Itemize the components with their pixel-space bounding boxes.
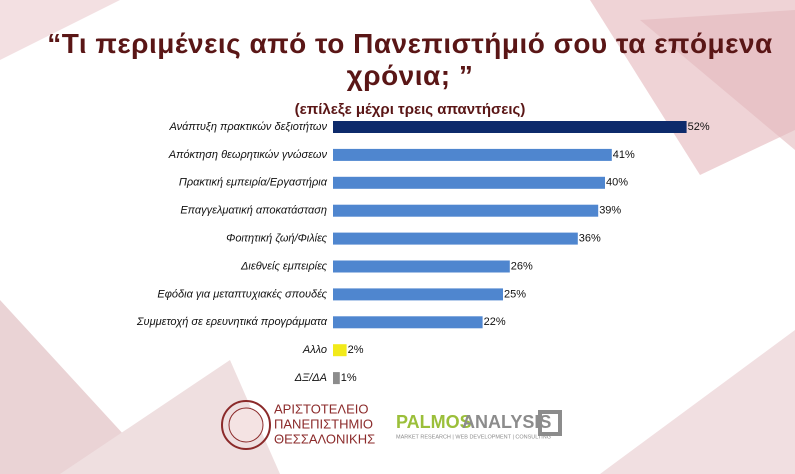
seal [228, 407, 264, 443]
logo-text: PALMOS [396, 412, 472, 432]
bar [333, 260, 510, 273]
category-label: ΔΞ/ΔΑ [294, 372, 327, 384]
value-label: 41% [613, 149, 635, 161]
value-label: 1% [341, 372, 357, 384]
chart-title: “Τι περιμένεις από το Πανεπιστήμιό σου τ… [47, 28, 773, 91]
category-label: Απόκτηση θεωρητικών γνώσεων [168, 149, 328, 161]
bar [333, 344, 347, 357]
logo-text: ΠΑΝΕΠΙΣΤΗΜΙΟ [274, 416, 373, 431]
category-label: Διεθνείς εμπειρίες [240, 260, 328, 272]
category-label: Συμμετοχή σε ερευνητικά προγράμματα [136, 316, 328, 328]
logo-text: MARKET RESEARCH | WEB DEVELOPMENT | CONS… [396, 434, 551, 440]
bar [333, 121, 687, 133]
value-label: 36% [579, 233, 601, 245]
value-label: 2% [348, 344, 364, 356]
logo-icon [538, 410, 562, 436]
bar [333, 288, 503, 301]
value-label: 26% [511, 260, 533, 272]
decor [600, 330, 795, 474]
chart-subtitle: (επίλεξε μέχρι τρεις απαντήσεις) [294, 101, 526, 118]
category-label: Αλλο [302, 344, 327, 356]
decor [0, 0, 120, 60]
value-label: 39% [599, 205, 621, 217]
decor [640, 10, 795, 150]
category-label: Φοιτητική ζωή/Φιλίες [226, 233, 328, 245]
category-label: Ανάπτυξη πρακτικών δεξιοτήτων [168, 121, 327, 133]
bar [333, 316, 483, 329]
logos: ΑΡΙΣΤΟΤΕΛΕΙΟ ΠΑΝΕΠΙΣΤΗΜΙΟ ΘΕΣΣΑΛΟΝΙΚΗΣ P… [221, 400, 562, 450]
value-label: 40% [606, 177, 628, 189]
value-label: 22% [484, 316, 506, 328]
seal [221, 400, 271, 450]
category-label: Επαγγελματική αποκατάσταση [180, 205, 327, 217]
logo-text: ANALYSIS [462, 412, 551, 432]
bar [333, 148, 612, 161]
bar [333, 204, 599, 217]
category-label: Πρακτική εμπειρία/Εργαστήρια [179, 177, 328, 189]
value-label: 52% [688, 121, 710, 133]
bar [333, 232, 578, 245]
decor [0, 300, 160, 474]
bar [333, 372, 340, 385]
logo-text: ΑΡΙΣΤΟΤΕΛΕΙΟ [274, 401, 369, 416]
logo-text: ΘΕΣΣΑΛΟΝΙΚΗΣ [274, 431, 375, 446]
decor [60, 360, 280, 474]
value-label: 25% [504, 288, 526, 300]
bar [333, 176, 605, 189]
category-label: Εφόδια για μεταπτυχιακές σπουδές [157, 288, 327, 300]
